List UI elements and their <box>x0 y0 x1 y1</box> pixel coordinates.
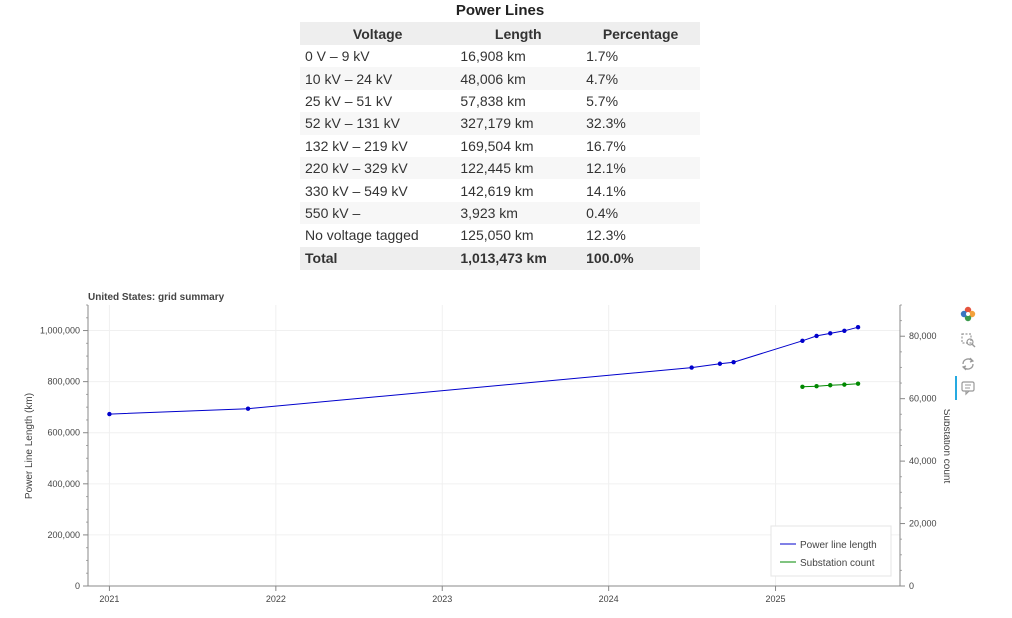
data-point-power-line-length[interactable] <box>107 411 112 417</box>
data-point-power-line-length[interactable] <box>731 360 736 365</box>
voltage-cell: 25 kV – 51 kV <box>300 89 456 113</box>
data-point-substation-count[interactable] <box>842 382 847 387</box>
column-header-voltage: Voltage <box>300 22 456 45</box>
grid-summary-chart[interactable]: United States: grid summary 0 200,000 400,… <box>0 280 950 610</box>
power-lines-table-container: Power Lines Voltage Length Percentage 0 … <box>300 0 700 270</box>
table-row: 0 V – 9 kV 16,908 km 1.7% <box>300 45 700 68</box>
y2-tick-label: 80,000 <box>909 331 937 341</box>
legend-label-substation: Substation count <box>800 558 875 569</box>
data-point-power-line-length[interactable] <box>245 406 251 411</box>
axes: 0 200,000 400,000 600,000 800,000 1,000,000 0 2… <box>40 304 937 604</box>
length-cell: 57,838 km <box>455 89 582 113</box>
box-zoom-icon[interactable] <box>960 332 976 348</box>
length-cell: 48,006 km <box>455 67 582 90</box>
voltage-cell: No voltage tagged <box>300 224 456 247</box>
length-cell: 142,619 km <box>455 179 582 202</box>
voltage-cell: 550 kV – <box>300 201 456 225</box>
voltage-cell: 0 V – 9 kV <box>300 45 456 68</box>
length-cell: 16,908 km <box>455 45 582 68</box>
data-point-substation-count[interactable] <box>828 383 833 388</box>
chart-legend: Power line length Substation count <box>770 525 892 577</box>
bokeh-logo-icon[interactable] <box>960 306 976 322</box>
length-cell: 169,504 km <box>455 134 582 157</box>
y-tick-label: 600,000 <box>47 428 80 438</box>
percentage-cell: 16.7% <box>581 134 700 157</box>
voltage-cell: 220 kV – 329 kV <box>300 156 456 180</box>
total-label-cell: Total <box>300 246 456 270</box>
length-cell: 3,923 km <box>455 201 582 225</box>
voltage-cell: 330 kV – 549 kV <box>300 179 456 202</box>
voltage-cell: 10 kV – 24 kV <box>300 67 456 90</box>
total-percentage-cell: 100.0% <box>581 246 700 270</box>
percentage-cell: 12.1% <box>581 156 700 180</box>
data-point-power-line-length[interactable] <box>855 325 861 330</box>
chart-title: United States: grid summary <box>88 292 225 303</box>
total-length-cell: 1,013,473 km <box>455 246 582 270</box>
data-point-power-line-length[interactable] <box>814 333 819 339</box>
table-row: 330 kV – 549 kV 142,619 km 14.1% <box>300 179 700 202</box>
percentage-cell: 5.7% <box>581 89 700 113</box>
percentage-cell: 0.4% <box>581 201 700 225</box>
table-total-row: Total 1,013,473 km 100.0% <box>300 246 700 270</box>
legend-box <box>770 525 892 577</box>
legend-label-power-line: Power line length <box>800 540 877 551</box>
percentage-cell: 12.3% <box>581 224 700 247</box>
data-point-power-line-length[interactable] <box>800 338 805 343</box>
y2-axis-label: Substation count <box>941 409 950 484</box>
y-tick-label: 800,000 <box>47 377 80 387</box>
length-cell: 327,179 km <box>455 112 582 135</box>
power-lines-table: Voltage Length Percentage 0 V – 9 kV 16,… <box>300 22 700 270</box>
y-tick-label: 400,000 <box>47 479 80 489</box>
data-point-power-line-length[interactable] <box>689 365 694 370</box>
series-line-power-line-length <box>109 326 859 415</box>
y-tick-label: 0 <box>75 581 80 591</box>
y2-tick-label: 20,000 <box>909 519 937 529</box>
x-tick-label: 2021 <box>99 594 119 604</box>
x-tick-label: 2023 <box>432 594 452 604</box>
length-cell: 122,445 km <box>455 156 582 180</box>
data-point-substation-count[interactable] <box>814 383 819 389</box>
table-row: 550 kV – 3,923 km 0.4% <box>300 201 700 225</box>
data-point-power-line-length[interactable] <box>717 361 723 366</box>
y-tick-label: 200,000 <box>47 530 80 540</box>
percentage-cell: 14.1% <box>581 179 700 202</box>
data-point-substation-count[interactable] <box>855 381 861 386</box>
voltage-cell: 132 kV – 219 kV <box>300 134 456 157</box>
percentage-cell: 32.3% <box>581 112 700 135</box>
table-row: 10 kV – 24 kV 48,006 km 4.7% <box>300 67 700 90</box>
percentage-cell: 4.7% <box>581 67 700 90</box>
y2-tick-label: 60,000 <box>909 394 937 404</box>
reset-icon[interactable] <box>960 356 976 372</box>
table-row: 25 kV – 51 kV 57,838 km 5.7% <box>300 89 700 113</box>
hover-icon[interactable] <box>960 380 976 396</box>
x-tick-label: 2024 <box>599 594 619 604</box>
grid-lines <box>88 305 900 587</box>
x-tick-label: 2022 <box>266 594 286 604</box>
table-row: 52 kV – 131 kV 327,179 km 32.3% <box>300 112 700 135</box>
series-lines <box>107 325 861 417</box>
active-tool-indicator <box>955 376 957 400</box>
data-point-substation-count[interactable] <box>800 384 805 390</box>
y-tick-label: 1,000,000 <box>40 326 80 336</box>
table-header-row: Voltage Length Percentage <box>300 22 700 45</box>
table-title: Power Lines <box>455 2 545 19</box>
length-cell: 125,050 km <box>455 224 582 247</box>
table-row: 132 kV – 219 kV 169,504 km 16.7% <box>300 134 700 157</box>
column-header-percentage: Percentage <box>581 22 700 45</box>
chart-toolbar <box>954 302 982 402</box>
y2-tick-label: 40,000 <box>909 456 937 466</box>
x-tick-label: 2025 <box>766 594 786 604</box>
table-row: No voltage tagged 125,050 km 12.3% <box>300 224 700 247</box>
data-point-power-line-length[interactable] <box>828 331 833 336</box>
table-row: 220 kV – 329 kV 122,445 km 12.1% <box>300 156 700 180</box>
y-axis-label: Power Line Length (km) <box>24 393 35 499</box>
voltage-cell: 52 kV – 131 kV <box>300 112 456 135</box>
data-point-power-line-length[interactable] <box>842 328 847 334</box>
column-header-length: Length <box>455 22 582 45</box>
percentage-cell: 1.7% <box>581 45 700 68</box>
y2-tick-label: 0 <box>909 581 914 591</box>
